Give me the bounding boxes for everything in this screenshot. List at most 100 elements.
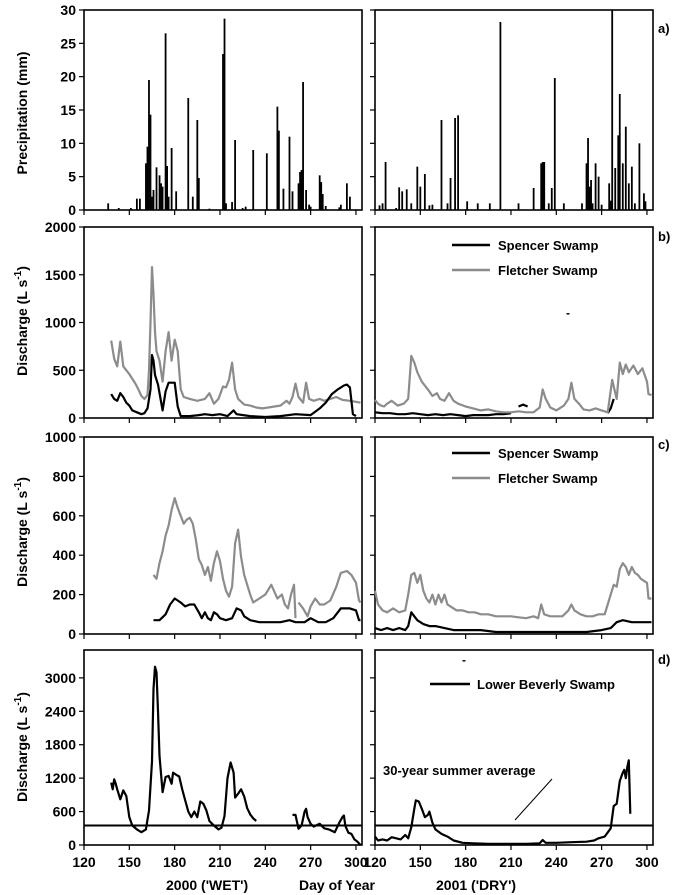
y-tick-label-c-left: 0 <box>68 626 76 642</box>
y-tick-label-c-left: 1000 <box>45 429 76 445</box>
legend-b-fletcher-label: Fletcher Swamp <box>498 263 598 278</box>
precip-bar-a-right <box>446 203 449 210</box>
precip-bar-a-left <box>231 202 233 210</box>
precip-bar-a-right <box>428 205 431 210</box>
legend-c-fletcher-label: Fletcher Swamp <box>498 471 598 486</box>
precip-bar-a-left <box>291 191 294 210</box>
precip-bar-a-right <box>594 163 597 210</box>
y-tick-label-c-left: 200 <box>53 587 77 603</box>
ylabel-d-main: Discharge (L s <box>14 705 30 801</box>
precip-bar-a-right <box>630 166 633 210</box>
average-leader-line <box>514 778 553 821</box>
ylabel-b: Discharge (L s-1) <box>13 266 30 376</box>
precip-bar-a-left <box>225 203 227 210</box>
y-tick-label-b-left: 1500 <box>45 267 76 283</box>
precip-bar-a-right <box>617 135 620 210</box>
y-tick-label-a-left: 0 <box>68 202 76 218</box>
y-tick-label-d-left: 600 <box>53 804 77 820</box>
precip-bar-a-left <box>222 54 224 210</box>
precip-bar-a-left <box>278 130 280 210</box>
x-tick-label-d-left: 270 <box>299 854 323 870</box>
precip-bar-a-left <box>146 146 149 210</box>
xlabel-center: Day of Year <box>299 877 376 893</box>
precip-bar-a-right <box>541 162 544 210</box>
precip-bar-a-left <box>252 150 255 210</box>
precip-bar-a-left <box>170 148 173 210</box>
precip-bar-a-left <box>265 153 268 210</box>
precip-bar-a-right <box>499 22 502 210</box>
precip-bar-a-left <box>297 183 300 210</box>
precip-bar-a-right <box>381 203 384 210</box>
panel-d-left: 0 600 1200 1800 2400 3000 120 150 180 210 240 270 30… <box>45 649 368 870</box>
y-tick-label-c-left: 800 <box>53 468 77 484</box>
precip-bar-a-left <box>148 80 150 210</box>
precip-bar-a-right <box>540 163 543 210</box>
x-tick-label-d-right: 300 <box>635 854 659 870</box>
precip-bar-a-right <box>609 200 612 210</box>
legend-b: Spencer Swamp Fletcher Swamp <box>452 238 598 278</box>
precip-bar-a-right <box>591 203 594 210</box>
x-tick-label-d-right: 150 <box>409 854 433 870</box>
precip-bar-a-right <box>543 162 546 210</box>
x-tick-label-d-right: 270 <box>590 854 614 870</box>
precip-bar-a-right <box>624 126 627 210</box>
precip-bar-a-left <box>321 194 324 210</box>
precip-bar-a-left <box>197 178 200 210</box>
precip-bar-a-left <box>152 190 155 210</box>
precip-bar-a-right <box>454 118 456 210</box>
average-label: 30-year summer average <box>383 763 536 778</box>
y-tick-label-d-left: 1800 <box>45 737 76 753</box>
ylabel-c-sup: -1 <box>13 481 24 490</box>
precip-bar-a-right <box>378 205 381 210</box>
precip-bar-a-right <box>440 120 443 210</box>
y-tick-label-d-left: 1200 <box>45 770 76 786</box>
precip-bar-a-right <box>608 183 611 210</box>
series-fletcher-swamp-b-right <box>374 354 652 414</box>
mark-d: - <box>462 653 466 667</box>
y-tick-label-a-left: 5 <box>68 169 76 185</box>
precip-bar-a-left <box>158 175 161 210</box>
precip-bar-a-left <box>161 186 164 210</box>
panel-d-right: 120 150 180 210 240 270 300 <box>363 649 659 870</box>
precip-bar-a-left <box>155 167 158 210</box>
ylabel-b-end: ) <box>14 266 30 271</box>
precip-bar-a-left <box>305 190 307 210</box>
precip-bar-a-left <box>187 98 190 210</box>
precip-bar-a-left <box>244 206 247 210</box>
y-tick-label-c-left: 600 <box>53 508 77 524</box>
precip-bar-a-left <box>167 196 170 210</box>
precip-bar-a-left <box>339 204 342 210</box>
precip-bar-a-right <box>614 168 617 210</box>
series-lower-beverly-swamp-d-right <box>374 759 632 846</box>
x-tick-label-d-left: 240 <box>254 854 278 870</box>
precip-bar-a-right <box>466 201 469 210</box>
ylabel-d-end: ) <box>14 692 30 697</box>
precip-bar-a-left <box>135 198 138 210</box>
series-fletcher-swamp-c-left <box>152 497 297 619</box>
precip-bar-a-right <box>410 203 413 210</box>
precip-bar-a-right <box>588 186 591 210</box>
precip-bar-a-right <box>488 203 491 210</box>
precip-bar-a-right <box>547 203 550 210</box>
ylabel-b-sup: -1 <box>13 270 24 279</box>
precip-bar-a-left <box>309 206 312 210</box>
y-tick-label-a-left: 10 <box>60 135 76 151</box>
precip-bar-a-right <box>621 163 624 210</box>
y-tick-label-d-left: 2400 <box>45 703 76 719</box>
plots-layer: 0510152025300500100015002000020040060080… <box>45 2 659 870</box>
y-tick-label-a-left: 20 <box>60 69 76 85</box>
panel-a-right <box>370 9 654 215</box>
ylabel-a: Precipitation (mm) <box>14 52 30 175</box>
precip-bar-a-right <box>587 138 589 210</box>
precip-bar-a-right <box>423 174 426 210</box>
precip-bar-a-right <box>395 208 398 210</box>
precip-bar-a-left <box>282 188 285 210</box>
precip-bar-a-left <box>145 163 147 210</box>
precip-bar-a-right <box>398 187 401 210</box>
ylabel-d: Discharge (L s-1) <box>13 692 30 802</box>
precip-bar-a-left <box>349 196 351 210</box>
series-spencer-swamp-c-right <box>374 611 652 634</box>
precip-bar-a-left <box>299 172 301 210</box>
legend-b-spencer-label: Spencer Swamp <box>498 238 598 253</box>
series-lower-beverly-swamp-d-left <box>292 807 362 846</box>
